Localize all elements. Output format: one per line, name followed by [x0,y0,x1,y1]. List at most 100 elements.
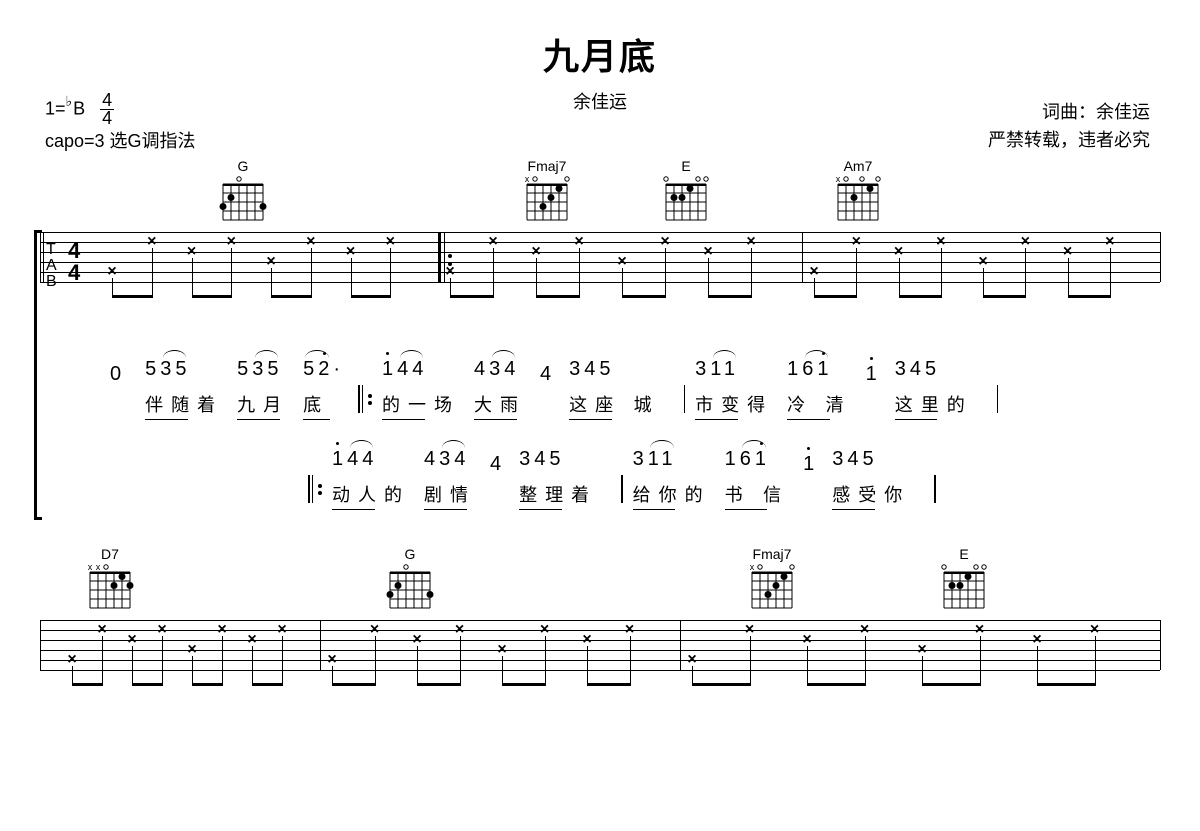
jianpu-lyric: 市变得 [695,391,773,417]
key-info: 1=♭B 4 4 capo=3 选G调指法 [45,92,196,155]
jianpu-group: 434 大雨 [474,358,526,417]
credit-composer: 词曲：余佳运 [988,98,1150,126]
jianpu-repeat-start [308,475,322,503]
jianpu-barline [997,385,999,413]
tab-time-signature: 44 [68,240,80,284]
jianpu-barline [684,385,686,413]
jianpu-lyric [803,486,818,507]
jianpu-lyric: 整理着 [519,481,597,507]
chord-diagram-d7: D7 xx [80,546,140,612]
jianpu-lyric: 冷 清 [787,391,852,417]
capo-line: capo=3 选G调指法 [45,127,196,155]
jianpu-group: 311 市变得 [695,358,773,417]
jianpu-lyric: 动人的 [332,481,410,507]
svg-text:x: x [96,564,101,572]
jianpu-notes: 345 [569,358,660,381]
jianpu-group: 345 这座 城 [569,358,660,417]
time-signature: 4 4 [100,92,114,127]
svg-text:x: x [88,564,93,572]
jianpu-notes: 311 [695,358,773,381]
jianpu-group: 535 伴随着 [145,358,223,417]
jianpu-group: 345 感受你 [832,448,910,507]
jianpu-notes: 161 [787,358,852,381]
chord-name: G [380,546,440,562]
tab-system-1: TAB44×××××××××××××××××××××××× [40,232,1160,302]
jianpu-group: 535 九月 [237,358,289,417]
credits: 词曲：余佳运 严禁转载，违者必究 [988,98,1150,154]
chord-name: Am7 [828,158,888,174]
jianpu-lyric [866,396,881,417]
tab-system-2: ×××××××××××××××××××××××× [40,620,1160,690]
jianpu-lyric: 剧情 [424,481,476,507]
chord-diagram-g: G [380,546,440,612]
jianpu-lyric: 给你的 [633,481,711,507]
jianpu-line-1: 0 535伴随着535九月52·底144的一场434大雨4 345这座 城311… [110,358,1008,417]
jianpu-repeat-start [358,385,372,413]
jianpu-barline [621,475,623,503]
key-letter: B [73,98,85,118]
jianpu-notes: 345 [895,358,973,381]
chord-diagram-e: E [934,546,994,612]
chord-diagram-e: E [656,158,716,224]
jianpu-line-2: 144 动人的 434 剧情 4 345 整理着 311 给你的 161 书 信 1 345 感受你 [308,448,946,507]
chord-name: E [934,546,994,562]
jianpu-lyric: 书 信 [725,481,790,507]
chord-diagram-fmaj7: Fmaj7 x [742,546,802,612]
jianpu-notes: 161 [725,448,790,471]
jianpu-notes: 345 [519,448,597,471]
jianpu-notes: 1 [866,363,881,386]
jianpu-lyric: 的一场 [382,391,460,417]
jianpu-group: 144 的一场 [382,358,460,417]
jianpu-group: 161 书 信 [725,448,790,507]
chord-diagram-fmaj7: Fmaj7 x [517,158,577,224]
jianpu-notes: 1 [803,453,818,476]
chord-diagram-am7: Am7 x [828,158,888,224]
jianpu-group: 1 [866,363,881,417]
ts-den: 4 [100,110,114,127]
chord-name: D7 [80,546,140,562]
chord-name: G [213,158,273,174]
jianpu-lyric: 底 [303,391,344,417]
jianpu-lyric: 九月 [237,391,289,417]
jianpu-barline [934,475,936,503]
chord-name: Fmaj7 [517,158,577,174]
jianpu-group: 1 [803,453,818,507]
jianpu-notes: 535 [145,358,223,381]
jianpu-notes: 144 [332,448,410,471]
jianpu-group: 4 [540,363,555,417]
credit-notice: 严禁转载，违者必究 [988,126,1150,154]
jianpu-notes: 52· [303,358,344,381]
jianpu-lyric [490,486,505,507]
chord-diagram-g: G [213,158,273,224]
jianpu-group: 311 给你的 [633,448,711,507]
svg-text:x: x [750,564,755,572]
jianpu-notes: 535 [237,358,289,381]
jianpu-lyric: 大雨 [474,391,526,417]
jianpu-group: 345 整理着 [519,448,597,507]
jianpu-lyric: 伴随着 [145,391,223,417]
jianpu-notes: 345 [832,448,910,471]
jianpu-notes: 4 [490,453,505,476]
jianpu-group: 144 动人的 [332,448,410,507]
jianpu-group: 345 这里的 [895,358,973,417]
chord-name: Fmaj7 [742,546,802,562]
jianpu-lyric: 这座 城 [569,391,660,417]
flat-symbol: ♭ [66,93,73,109]
jianpu-notes: 311 [633,448,711,471]
key-prefix: 1= [45,98,66,118]
svg-text:x: x [525,176,530,184]
jianpu-group: 434 剧情 [424,448,476,507]
chord-name: E [656,158,716,174]
svg-text:x: x [836,176,841,184]
jianpu-lyric: 这里的 [895,391,973,417]
song-title: 九月底 [0,28,1200,80]
jianpu-notes: 434 [424,448,476,471]
jianpu-notes: 434 [474,358,526,381]
jianpu-notes: 144 [382,358,460,381]
jianpu-group: 161 冷 清 [787,358,852,417]
jianpu-lyric: 感受你 [832,481,910,507]
jianpu-group: 52· 底 [303,358,344,417]
tab-clef: TAB [46,242,57,290]
jianpu-lyric [540,396,555,417]
jianpu-group: 4 [490,453,505,507]
